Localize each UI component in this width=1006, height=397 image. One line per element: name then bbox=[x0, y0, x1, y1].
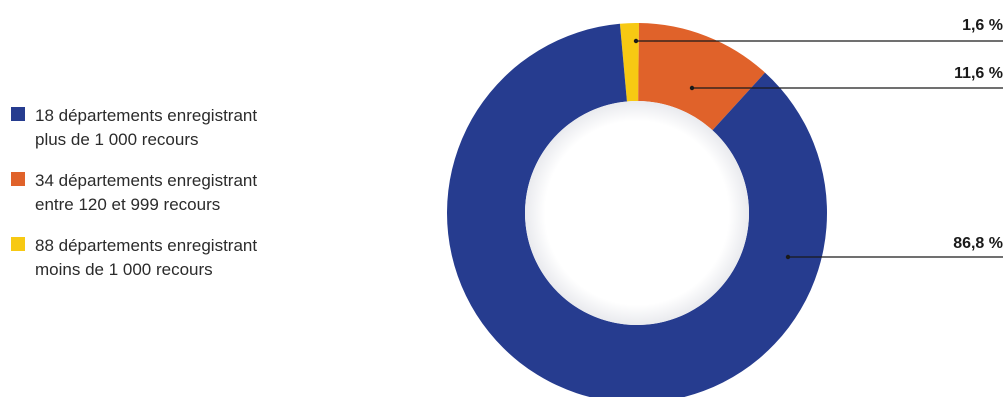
donut-slice bbox=[447, 23, 827, 397]
value-label: 11,6 % bbox=[954, 65, 1003, 82]
donut-hole bbox=[525, 101, 749, 325]
donut-slice bbox=[619, 23, 640, 102]
leader-dot bbox=[633, 38, 639, 44]
legend-label: 18 départements enregistrant plus de 1 0… bbox=[35, 106, 258, 149]
leader-dot bbox=[785, 254, 791, 260]
legend-item: 34 départements enregistrant entre 120 e… bbox=[11, 169, 341, 217]
legend-label: 88 départements enregistrant moins de 1 … bbox=[35, 236, 258, 279]
chart-legend: 18 départements enregistrant plus de 1 0… bbox=[11, 104, 341, 299]
donut-slice bbox=[638, 23, 766, 131]
legend-swatch bbox=[11, 107, 25, 121]
legend-label: 34 départements enregistrant entre 120 e… bbox=[35, 171, 258, 214]
legend-item: 18 départements enregistrant plus de 1 0… bbox=[11, 104, 341, 152]
value-label: 1,6 % bbox=[962, 17, 1003, 34]
value-label: 86,8 % bbox=[953, 235, 1003, 252]
legend-item: 88 départements enregistrant moins de 1 … bbox=[11, 234, 341, 282]
leader-dot bbox=[689, 85, 695, 91]
legend-swatch bbox=[11, 172, 25, 186]
legend-swatch bbox=[11, 237, 25, 251]
